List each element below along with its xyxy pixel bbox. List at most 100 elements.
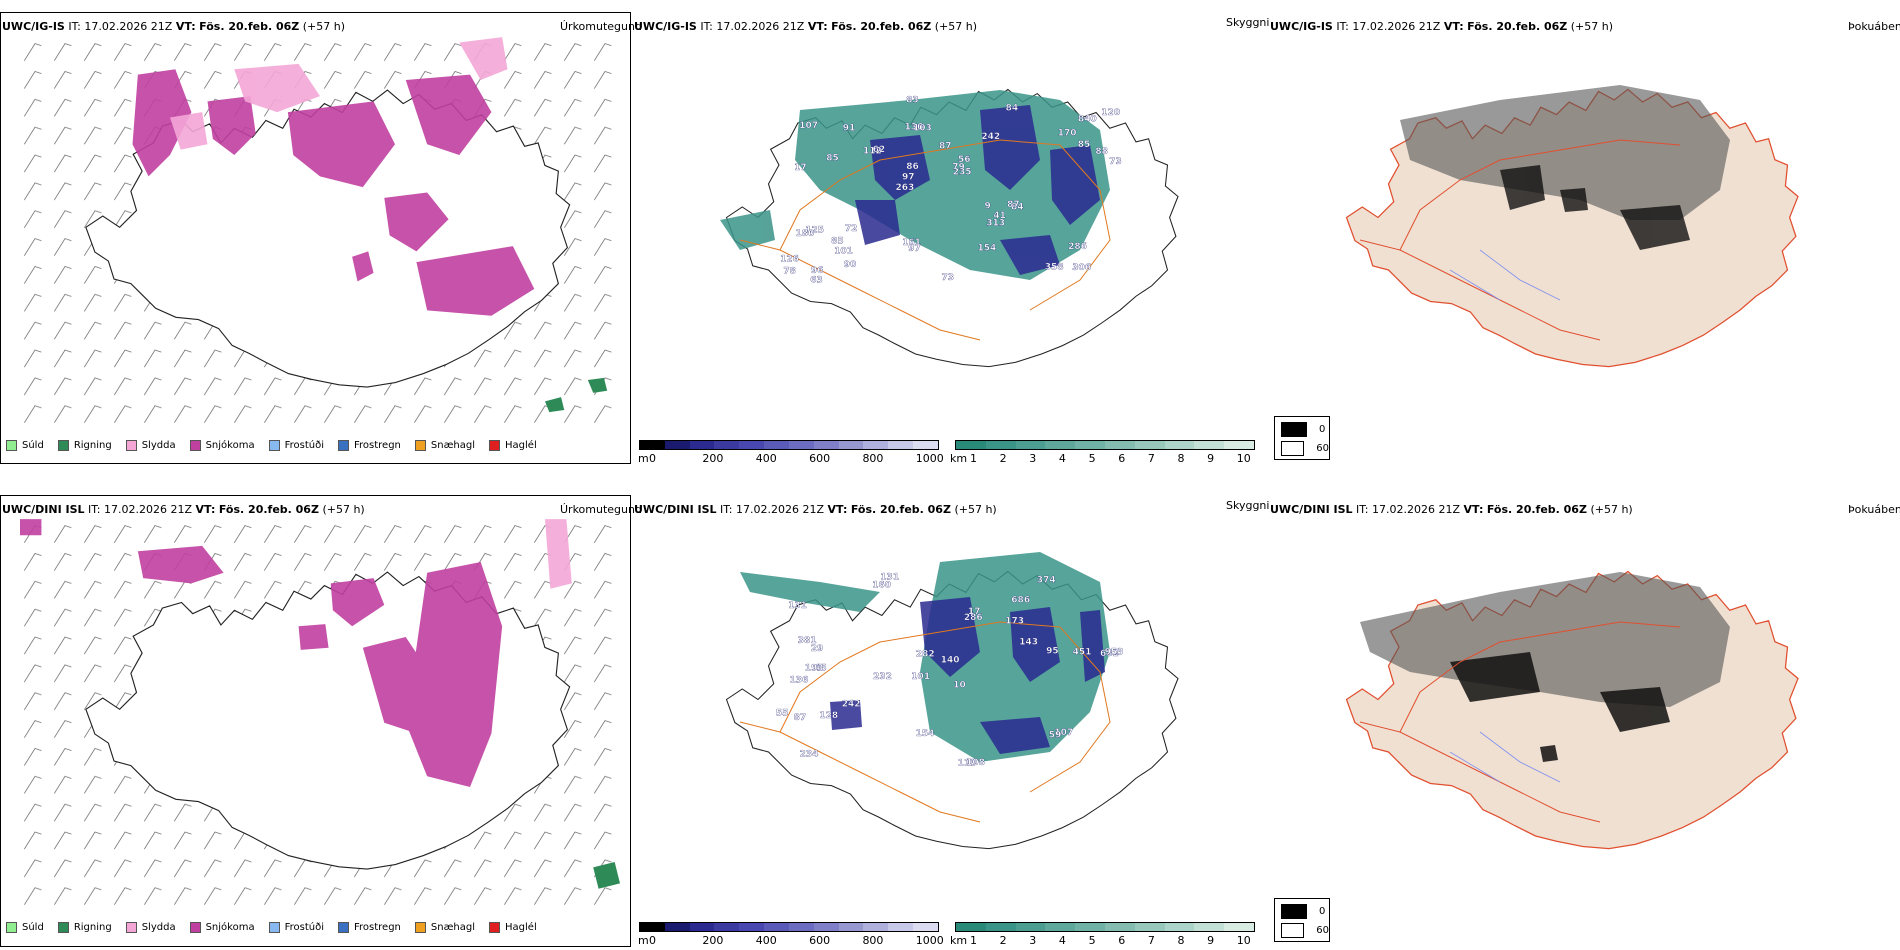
visibility-value-label: 242 — [981, 132, 1000, 142]
height-ticks-row1: 0 200 400 600 800 1000 — [649, 452, 944, 466]
scale-tick-label: 2 — [999, 934, 1007, 947]
scale-tick-label: 5 — [1088, 934, 1096, 947]
legend-item-frostudi: Frostúði — [268, 922, 324, 933]
visibility-value-label: 143 — [1019, 638, 1038, 648]
visibility-value-label: 17 — [794, 163, 807, 173]
colorbar-segment — [888, 923, 914, 931]
fog-map-row1 — [1345, 85, 1799, 368]
visibility-value-label: 96 — [811, 266, 824, 276]
visibility-value-label: 87 — [1007, 200, 1020, 210]
visibility-value-label: 263 — [896, 183, 915, 193]
colorbar-segment — [1164, 441, 1195, 449]
colorbar-segment — [764, 441, 789, 449]
height-unit-row2: m — [638, 934, 649, 947]
visibility-value-label: 286 — [1068, 242, 1087, 252]
height-colorbar-row1 — [639, 440, 939, 450]
colorbar-segment — [788, 441, 814, 449]
legend-item-snaehagl: Snæhagl — [414, 440, 475, 451]
visibility-value-label: 85 — [1078, 140, 1091, 150]
visibility-value-label: 113 — [958, 759, 977, 769]
visibility-value-label: 90 — [844, 260, 857, 270]
fog-map-row2 — [1345, 570, 1799, 850]
legend-swatch — [414, 440, 426, 451]
colorbar-segment — [1015, 441, 1046, 449]
colorbar-segment — [664, 441, 690, 449]
visibility-value-label: 79 — [952, 162, 965, 172]
visibility-value-label: 91 — [843, 124, 856, 134]
colorbar-segment — [838, 923, 864, 931]
visibility-value-label: 154 — [978, 244, 997, 254]
visibility-value-label: 128 — [819, 711, 838, 721]
colorbar-segment — [739, 923, 765, 931]
legend-swatch — [268, 440, 280, 451]
scale-tick-label: 1000 — [915, 934, 944, 947]
colorbar-segment — [739, 441, 765, 449]
colorbar-segment — [813, 923, 839, 931]
legend-item-rigning: Rigning — [57, 440, 112, 451]
visibility-value-label: 136 — [790, 676, 809, 686]
scale-tick-label: 1000 — [915, 452, 944, 465]
legend-item-slydda: Slydda — [125, 440, 176, 451]
visibility-value-label: 95 — [1046, 647, 1059, 657]
colorbar-segment — [813, 441, 839, 449]
legend-item-frostregn: Frostregn — [338, 440, 401, 451]
colorbar-segment — [838, 441, 864, 449]
precip-panel-header-row1: UWC/IG-IS IT: 17.02.2026 21Z VT: Fös. 20… — [2, 20, 346, 33]
visibility-value-label: 87 — [939, 141, 952, 151]
colorbar-segment — [714, 441, 740, 449]
colorbar-segment — [640, 441, 665, 449]
visibility-value-label: 41 — [993, 211, 1006, 221]
visibility-value-label: 374 — [1037, 576, 1056, 586]
visibility-value-label: 88 — [1095, 147, 1108, 157]
scale-tick-label: 200 — [702, 934, 724, 947]
scale-tick-label: 2 — [999, 452, 1007, 465]
visibility-value-label: 84 — [1011, 203, 1024, 213]
visibility-value-label: 10 — [953, 681, 966, 691]
visibility-panel-header-row2: UWC/DINI ISL IT: 17.02.2026 21Z VT: Fös.… — [634, 503, 997, 516]
visibility-value-label: 103 — [913, 123, 932, 133]
legend-item-frostregn: Frostregn — [338, 922, 401, 933]
legend-item-hagel: Haglél — [489, 922, 537, 933]
visibility-value-label: 125 — [805, 225, 824, 235]
visibility-map-row2: 131 686 682 101 10 45 131 173 136 286 140 234 160 232… — [725, 552, 1179, 850]
scale-tick-label: 3 — [1029, 934, 1037, 947]
colorbar-segment — [1075, 441, 1105, 449]
precip-panel-frame-row2 — [0, 495, 631, 947]
scale-tick-label: 4 — [1058, 452, 1066, 465]
colorbar-segment — [714, 923, 740, 931]
colorbar-segment — [1224, 441, 1254, 449]
visibility-map-row1: 306 17 840 263 242 96 136 87 125 62 126 101 103 56 84 1… — [720, 88, 1179, 368]
colorbar-segment — [863, 441, 889, 449]
visibility-value-label: 62 — [873, 145, 886, 155]
scale-tick-label: 600 — [809, 452, 831, 465]
visibility-value-label: 87 — [794, 713, 807, 723]
scale-tick-label: 9 — [1207, 934, 1215, 947]
legend-item-sudd: Súld — [6, 922, 44, 933]
visibility-value-label: 56 — [958, 155, 971, 165]
visibility-value-label: 97 — [902, 173, 915, 183]
colorbar-segment — [1104, 441, 1135, 449]
colorbar-segment — [913, 441, 938, 449]
colorbar-segment — [1224, 923, 1254, 931]
precip-panel-title-row1: Úrkomutegund — [560, 20, 642, 33]
visibility-value-label: 84 — [1006, 104, 1019, 114]
colorbar-segment — [1045, 923, 1076, 931]
colorbar-segment — [985, 923, 1016, 931]
scale-tick-label: 6 — [1118, 452, 1126, 465]
legend-swatch — [57, 440, 69, 451]
legend-item-snjokoma: Snjókoma — [189, 922, 255, 933]
visibility-value-label: 108 — [966, 758, 985, 768]
colorbar-segment — [1134, 923, 1165, 931]
precip-panel-header-row2: UWC/DINI ISL IT: 17.02.2026 21Z VT: Fös.… — [2, 503, 365, 516]
legend-swatch — [189, 922, 201, 933]
legend-swatch — [338, 440, 349, 451]
scale-tick-label: 400 — [755, 934, 777, 947]
legend-swatch — [6, 922, 17, 933]
visibility-value-label: 101 — [911, 672, 930, 682]
scale-tick-label: 7 — [1147, 452, 1155, 465]
legend-swatch — [489, 440, 501, 451]
visibility-value-label: 131 — [880, 572, 899, 582]
scale-tick-label: 10 — [1236, 452, 1251, 465]
scale-tick-label: 600 — [809, 934, 831, 947]
visibility-value-label: 73 — [942, 273, 955, 283]
